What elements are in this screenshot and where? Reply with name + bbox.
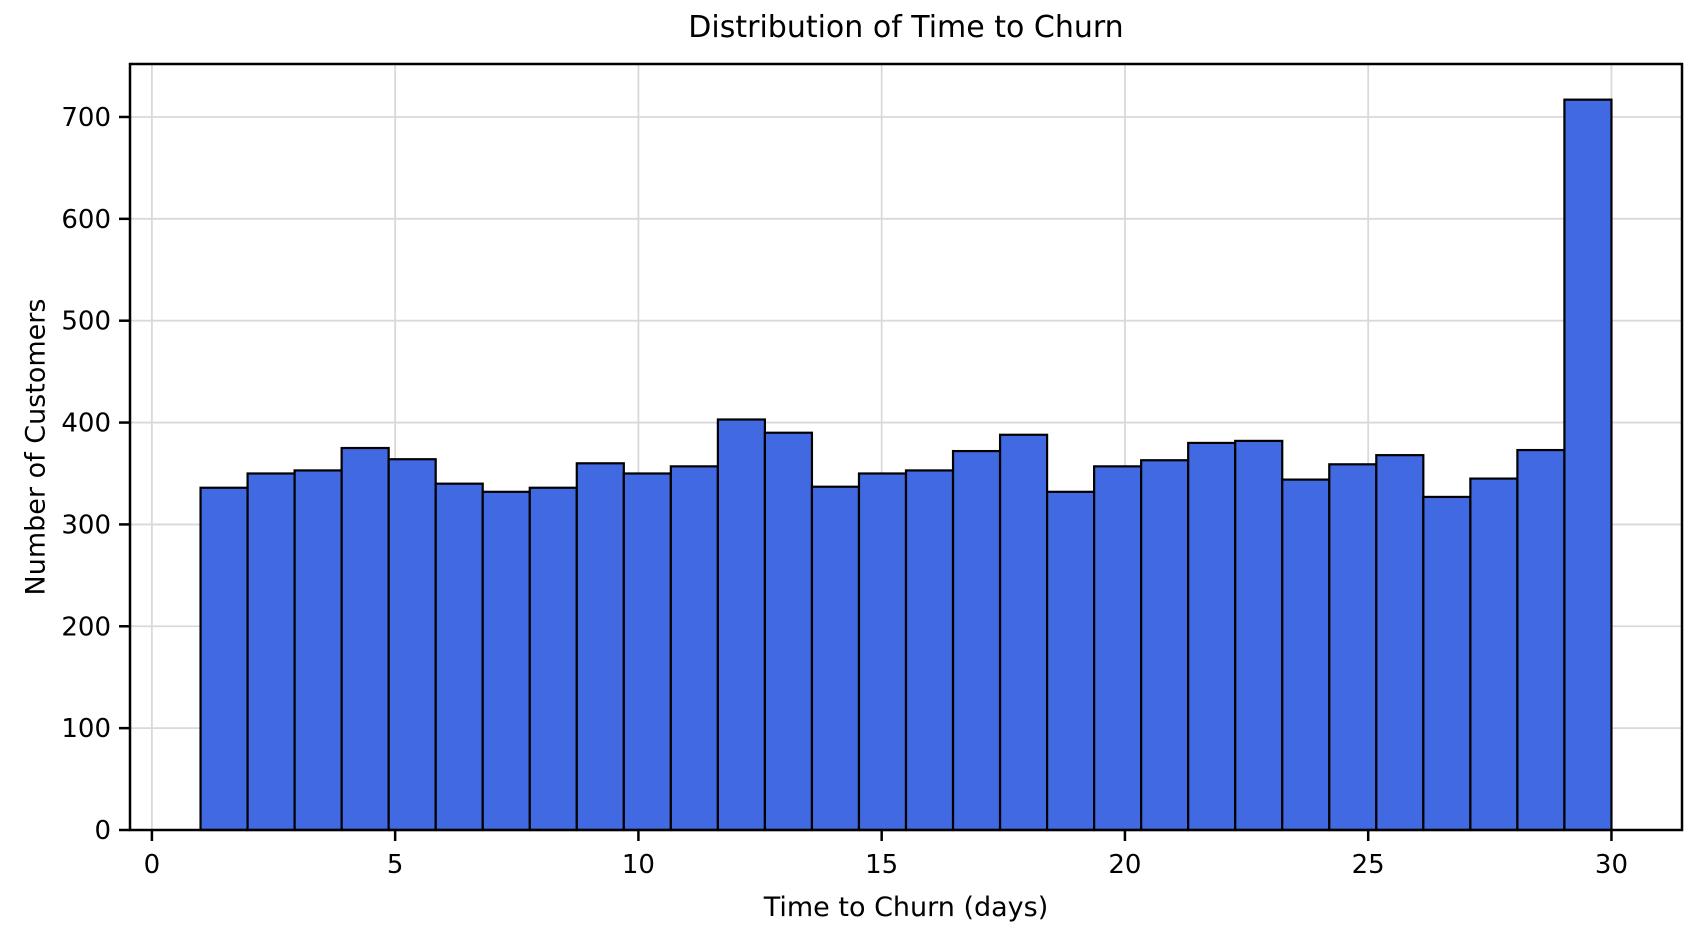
y-axis-label: Number of Customers	[20, 298, 52, 596]
x-tick-label: 25	[1352, 850, 1385, 880]
x-axis-label: Time to Churn (days)	[763, 892, 1049, 923]
histogram-bar	[763, 431, 814, 832]
histogram-bar	[387, 458, 437, 832]
histogram-bar	[998, 433, 1049, 832]
x-tick-label: 10	[622, 850, 655, 880]
histogram-bar	[810, 485, 861, 832]
y-tick-label: 700	[61, 103, 111, 133]
histogram-bar	[857, 472, 908, 832]
histogram-bar	[1328, 463, 1378, 832]
histogram-bar	[481, 490, 531, 832]
histogram-bar	[199, 486, 249, 832]
histogram-bar	[528, 486, 578, 832]
histogram-bar	[1516, 448, 1566, 832]
y-tick-label: 0	[94, 816, 111, 846]
histogram-bar	[340, 446, 390, 832]
histogram-bar	[1563, 98, 1613, 832]
histogram-bar	[622, 472, 672, 832]
histogram-bar	[1093, 465, 1143, 832]
x-tick-label: 30	[1595, 850, 1628, 880]
histogram-bar	[1422, 495, 1472, 832]
plot-border	[128, 62, 1684, 832]
x-tick-label: 20	[1108, 850, 1141, 880]
histogram-bar	[1375, 454, 1425, 832]
chart-title: Distribution of Time to Churn	[688, 10, 1124, 45]
histogram-bar	[1045, 490, 1096, 832]
histogram-bar	[1234, 439, 1284, 832]
y-tick-label: 500	[61, 307, 111, 337]
histogram-bar	[246, 472, 296, 832]
x-tick-label: 15	[865, 850, 898, 880]
y-tick-label: 300	[61, 510, 111, 540]
histogram-bar	[434, 482, 484, 832]
y-tick-label: 400	[61, 409, 111, 439]
histogram-bar	[1140, 459, 1190, 832]
y-tick-label: 600	[61, 205, 111, 235]
y-tick-label: 200	[61, 612, 111, 642]
histogram-bar	[1281, 478, 1331, 832]
histogram-bar	[669, 465, 719, 832]
histogram-bar	[904, 469, 955, 832]
x-tick-label: 5	[387, 850, 404, 880]
histogram-bar	[1469, 477, 1519, 832]
histogram-bar	[1187, 441, 1237, 832]
y-tick-label: 100	[61, 714, 111, 744]
histogram-bar	[293, 469, 343, 832]
histogram-bar	[951, 449, 1002, 832]
histogram-bar	[716, 418, 767, 832]
histogram-bar	[575, 462, 625, 832]
x-tick-label: 0	[144, 850, 161, 880]
